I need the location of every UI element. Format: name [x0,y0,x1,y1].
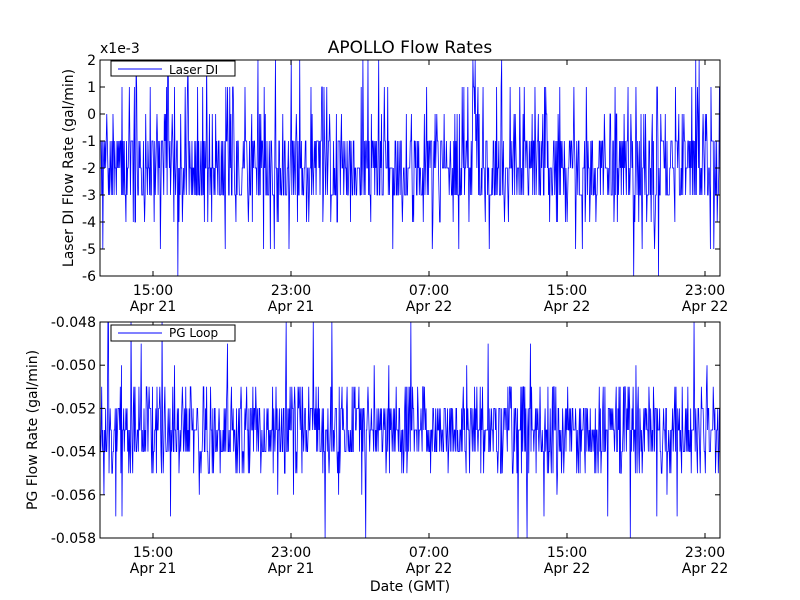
laser-di-xtick-date-label: Apr 21 [268,299,314,315]
pg-loop-ylabel: PG Flow Rate (gal/min) [25,350,41,510]
pg-loop-ytick-label: -0.054 [51,445,96,461]
laser-di-ytick-label: 0 [87,107,96,123]
laser-di-series [100,59,721,277]
laser-di-ytick-label: -5 [82,242,96,258]
pg-loop-xtick-date-label: Apr 21 [268,561,314,577]
laser-di-xtick-date-label: Apr 22 [406,299,452,315]
pg-loop-ytick-label: -0.052 [51,401,96,417]
pg-loop-legend-label: PG Loop [169,326,218,340]
chart-title: APOLLO Flow Rates [328,38,493,58]
laser-di-axes-frame [99,59,721,277]
pg-loop-series [99,321,720,539]
laser-di-xtick-time-label: 23:00 [271,283,311,299]
pg-loop-xtick-time-label: 07:00 [409,545,449,561]
pg-loop-xtick-time-label: 23:00 [271,545,311,561]
laser-di-legend: Laser DI [110,60,236,77]
pg-loop-legend-box [110,324,236,342]
laser-di-ytick-label: -1 [82,134,96,150]
laser-di-ytick-label: 2 [87,53,96,69]
laser-di-ylabel: Laser DI Flow Rate (gal/min) [61,69,77,267]
pg-loop-ytick-label: -0.058 [51,531,96,547]
laser-di-xtick-time-label: 07:00 [409,283,449,299]
pg-loop-xtick-date-label: Apr 22 [682,561,728,577]
pg-loop-xtick-time-label: 15:00 [133,545,173,561]
pg-loop-ytick-label: -0.050 [51,358,96,374]
laser-di-ytick-label: -2 [82,161,96,177]
pg-loop-legend: PG Loop [110,324,236,342]
laser-di-xtick-date-label: Apr 22 [544,299,590,315]
laser-di-xtick-date-label: Apr 22 [682,299,728,315]
laser-di-legend-box [110,60,236,77]
laser-di-xtick-time-label: 15:00 [133,283,173,299]
pg-loop-panel: PG Flow Rate (gal/min) -0.048 -0.050 -0.05… [25,315,728,577]
pg-loop-ticks: -0.048 -0.050 -0.052 -0.054 -0.056 -0.058 15:0… [51,315,728,577]
laser-di-ytick-label: 1 [87,80,96,96]
x-axis-label: Date (GMT) [370,579,450,595]
laser-di-xtick-date-label: Apr 21 [130,299,176,315]
pg-loop-xtick-date-label: Apr 22 [544,561,590,577]
pg-loop-series-line [99,321,720,539]
pg-loop-xtick-time-label: 15:00 [547,545,587,561]
laser-di-offset-label: x1e-3 [100,41,140,57]
pg-loop-xtick-time-label: 23:00 [685,545,725,561]
laser-di-panel: x1e-3 Laser DI Flow Rate (gal/min) 2 1 0 -1… [61,41,728,315]
pg-loop-axes-frame [99,321,721,539]
pg-loop-ytick-label: -0.056 [51,488,96,504]
laser-di-xtick-time-label: 23:00 [685,283,725,299]
pg-loop-xtick-date-label: Apr 21 [130,561,176,577]
laser-di-xtick-time-label: 15:00 [547,283,587,299]
laser-di-ytick-label: -3 [82,188,96,204]
pg-loop-xtick-date-label: Apr 22 [406,561,452,577]
pg-loop-ytick-label: -0.048 [51,315,96,331]
laser-di-ytick-label: -4 [82,215,96,231]
laser-di-series-line [100,59,721,277]
laser-di-ytick-label: -6 [82,269,96,285]
laser-di-legend-label: Laser DI [169,63,218,77]
